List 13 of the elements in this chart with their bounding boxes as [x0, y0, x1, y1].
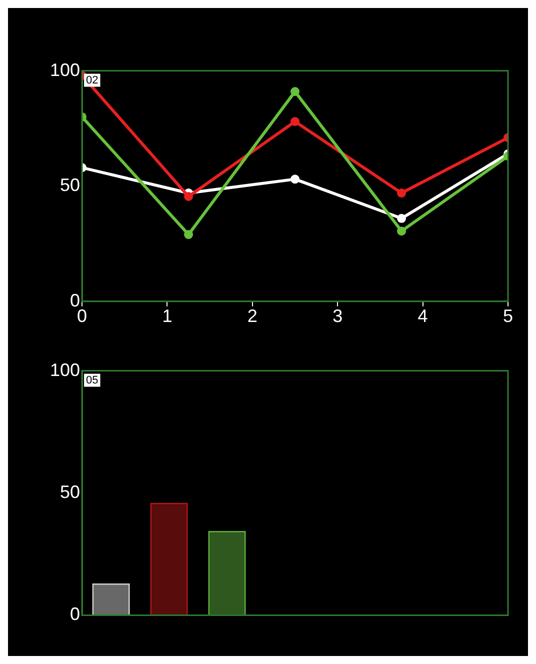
- x-tick-label: 4: [418, 306, 428, 326]
- x-tick-label: 5: [502, 306, 514, 326]
- y-tick-label: 100: [50, 60, 80, 80]
- x-tick-label: 2: [247, 306, 258, 326]
- annotation: 02: [86, 74, 98, 86]
- y-tick-label: 0: [70, 604, 80, 624]
- x-tick-label: 3: [332, 306, 343, 326]
- annotation: 05: [86, 374, 98, 386]
- y-tick-label: 100: [50, 360, 80, 380]
- y-tick-label: 50: [60, 175, 80, 196]
- x-tick-label: 1: [162, 306, 172, 326]
- y-tick-label: 50: [60, 482, 80, 502]
- y-tick-label: 0: [70, 290, 80, 310]
